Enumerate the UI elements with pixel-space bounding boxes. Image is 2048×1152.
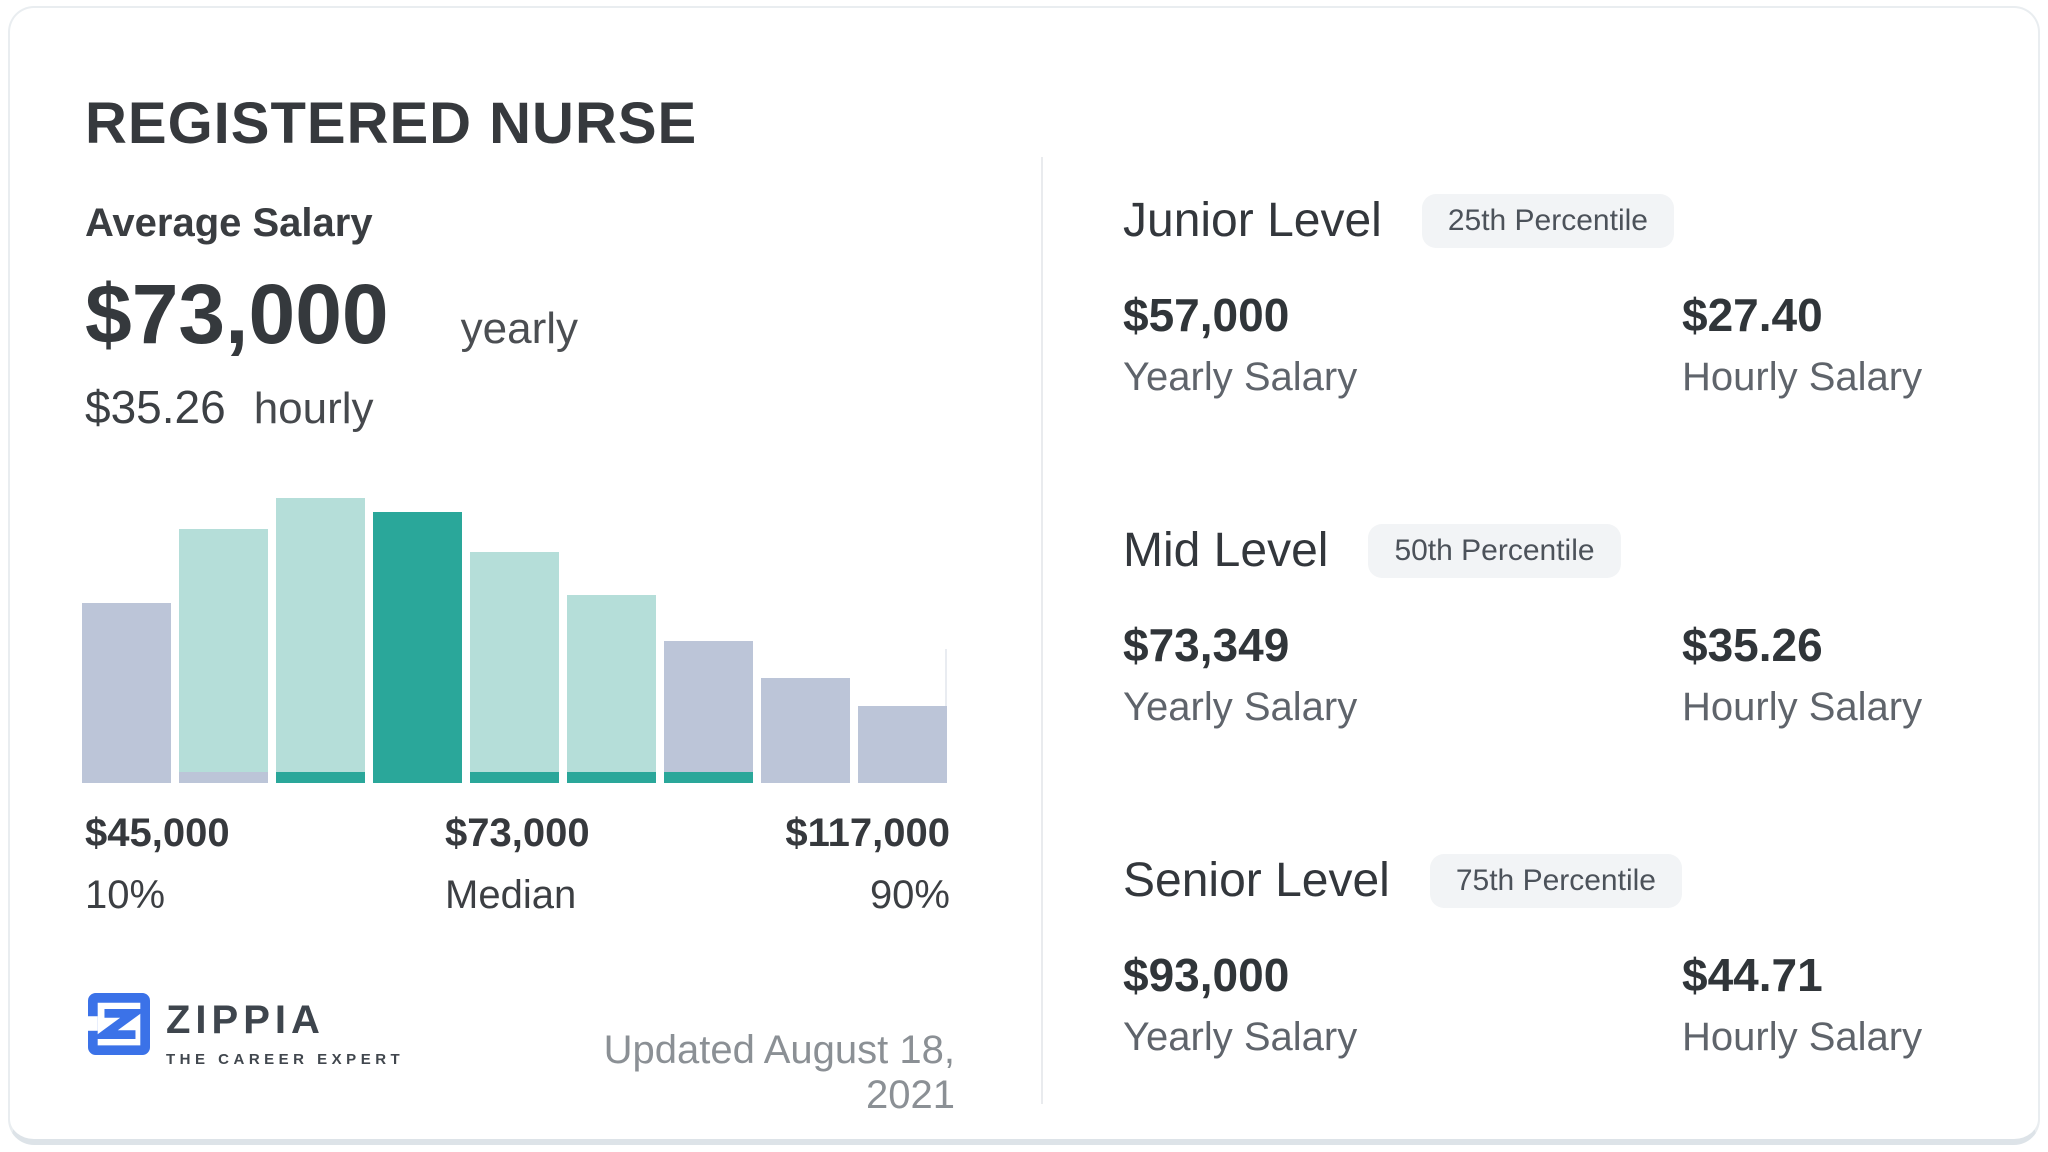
percentile-badge: 75th Percentile: [1429, 853, 1682, 908]
histogram-bar: [858, 706, 947, 783]
yearly-salary-unit: yearly: [460, 304, 579, 353]
updated-date: Updated August 18, 2021: [603, 1028, 955, 1117]
logo-tagline: THE CAREER EXPERT: [166, 1051, 405, 1068]
level-header: Senior Level 75th Percentile: [1123, 853, 2003, 908]
yearly-salary-label: Yearly Salary: [1123, 1015, 1358, 1059]
bar-base-strip: [470, 772, 559, 783]
tick-value: $45,000: [85, 811, 230, 855]
average-hourly-salary: $35.26 hourly: [85, 380, 374, 434]
yearly-salary-label: Yearly Salary: [1123, 355, 1358, 399]
tick-sublabel: 90%: [869, 873, 950, 917]
yearly-salary-label: Yearly Salary: [1123, 685, 1358, 729]
level-header: Mid Level 50th Percentile: [1123, 523, 2003, 578]
tick-sublabel: Median: [445, 873, 577, 917]
level-name: Junior Level: [1123, 194, 1382, 247]
yearly-salary-value: $73,349: [1123, 619, 1290, 671]
x-tick-90th-percentile: $117,000 90%: [610, 811, 950, 918]
level-block-mid: Mid Level 50th Percentile $73,349 $35.26…: [1123, 523, 2003, 763]
histogram-bar: [276, 498, 365, 783]
histogram-bar: [664, 640, 753, 783]
level-name: Senior Level: [1123, 854, 1390, 907]
histogram-bar: [373, 512, 462, 783]
histogram: [82, 498, 947, 783]
average-yearly-salary: $73,000 yearly: [85, 266, 578, 363]
bar-base-strip: [664, 772, 753, 783]
hourly-salary-unit: hourly: [253, 384, 374, 433]
column-divider: [1041, 157, 1043, 1104]
tick-value: $117,000: [785, 811, 950, 855]
logo-name: ZIPPIA: [166, 998, 325, 1042]
level-block-junior: Junior Level 25th Percentile $57,000 $27…: [1123, 193, 2003, 433]
page-title: REGISTERED NURSE: [85, 91, 698, 156]
hourly-salary-label: Hourly Salary: [1682, 1015, 1923, 1059]
chart-max-hairline: [945, 649, 947, 706]
hourly-salary-label: Hourly Salary: [1682, 355, 1923, 399]
level-name: Mid Level: [1123, 524, 1329, 577]
level-block-senior: Senior Level 75th Percentile $93,000 $44…: [1123, 853, 2003, 1093]
bar-base-strip: [567, 772, 656, 783]
zippia-logo-icon: [88, 993, 150, 1060]
histogram-bar: [179, 529, 268, 783]
tick-value: $73,000: [445, 811, 590, 855]
histogram-bar: [470, 552, 559, 783]
hourly-salary-value: $27.40: [1682, 289, 1823, 341]
salary-card: REGISTERED NURSE Average Salary $73,000 …: [8, 6, 2040, 1145]
histogram-bar: [761, 677, 850, 783]
yearly-salary-value: $73,000: [85, 267, 389, 361]
bar-base-strip: [276, 772, 365, 783]
level-header: Junior Level 25th Percentile: [1123, 193, 2003, 248]
histogram-bar: [82, 603, 171, 783]
average-salary-label: Average Salary: [85, 201, 373, 245]
hourly-salary-value: $44.71: [1682, 949, 1823, 1001]
hourly-salary-label: Hourly Salary: [1682, 685, 1923, 729]
yearly-salary-value: $57,000: [1123, 289, 1290, 341]
hourly-salary-value: $35.26: [1682, 619, 1823, 671]
zippia-logo-text: ZIPPIA THE CAREER EXPERT: [166, 993, 404, 1068]
yearly-salary-value: $93,000: [1123, 949, 1290, 1001]
tick-sublabel: 10%: [85, 873, 166, 917]
x-tick-median: $73,000 Median: [445, 811, 590, 918]
x-tick-10th-percentile: $45,000 10%: [85, 811, 230, 918]
hourly-salary-value: $35.26: [85, 381, 226, 433]
percentile-badge: 50th Percentile: [1368, 523, 1621, 578]
percentile-badge: 25th Percentile: [1421, 193, 1674, 248]
zippia-logo: ZIPPIA THE CAREER EXPERT: [88, 993, 404, 1068]
bar-base-strip: [179, 772, 268, 783]
histogram-bar: [567, 594, 656, 783]
